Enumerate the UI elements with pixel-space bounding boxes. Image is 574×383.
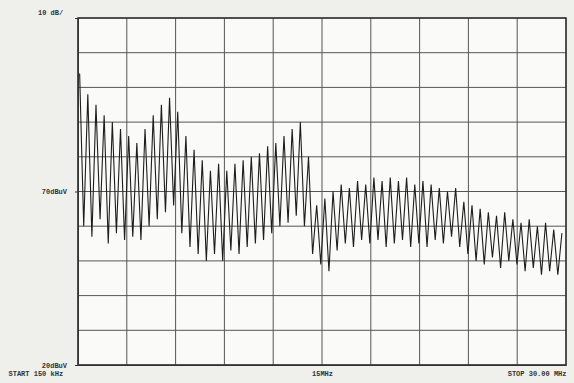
plot-background — [78, 18, 566, 365]
y-tick-mark — [75, 365, 78, 366]
x-tick-label: START 150 kHz — [9, 370, 64, 378]
grid-line — [370, 18, 371, 365]
grid-line — [468, 18, 469, 365]
graticule — [78, 18, 566, 365]
grid-line — [78, 226, 566, 227]
y-axis-line — [75, 19, 79, 366]
grid-line — [78, 191, 566, 192]
y-axis: 20dBuV 70dBuV — [42, 19, 79, 370]
annotation: 10 dB/ — [38, 9, 63, 17]
y-tick-label: 70dBuV — [42, 188, 68, 196]
plot-frame — [78, 18, 566, 365]
y-tick-label: 20dBuV — [42, 362, 68, 370]
x-tick: START 150 kHz — [9, 365, 79, 378]
trace — [80, 74, 562, 275]
x-tick: 15MHz — [312, 365, 333, 378]
x-tick-label: 15MHz — [312, 370, 333, 378]
y-tick: 70dBuV — [42, 188, 78, 196]
grid-line — [78, 330, 566, 331]
y-tick: 20dBuV — [42, 362, 78, 370]
grid-line — [517, 18, 518, 365]
x-axis: START 150 kHz 15MHz STOP 30.00 MHz — [9, 365, 567, 378]
chart: 20dBuV 70dBuV START 150 kHz 15MHz STOP 30.00… — [0, 0, 574, 383]
x-tick-label: STOP 30.00 MHz — [508, 370, 567, 378]
x-axis-line — [79, 365, 567, 366]
x-tick: STOP 30.00 MHz — [508, 365, 567, 378]
grid-line — [78, 260, 566, 261]
y-tick-mark — [75, 192, 78, 193]
grid-line — [78, 295, 566, 296]
grid-line — [419, 18, 420, 365]
plot-area — [80, 74, 562, 275]
